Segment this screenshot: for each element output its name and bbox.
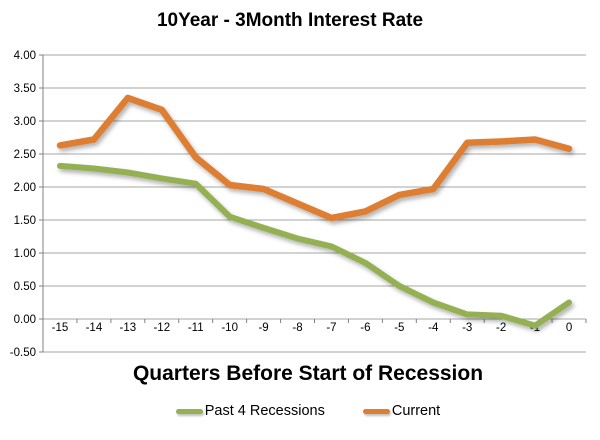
series-line-past-4-recessions: [57, 162, 572, 329]
x-axis-tick-label: -8: [292, 322, 302, 334]
x-axis-tick-label: -12: [153, 322, 170, 334]
y-axis-tick-label: -0.50: [10, 347, 36, 359]
legend: Past 4 Recessions Current: [30, 403, 586, 419]
y-axis-tick-label: 3.50: [14, 83, 36, 95]
x-axis-tick-label: 0: [566, 322, 572, 334]
axes: [39, 54, 587, 353]
legend-swatch-past-4-recessions: [175, 408, 203, 414]
y-axis-tick-label: 1.50: [14, 215, 36, 227]
x-axis-tick-label: -13: [120, 322, 137, 334]
legend-label-current: Current: [391, 403, 441, 419]
x-axis-tick-label: -7: [326, 322, 336, 334]
y-axis-tick-label: 4.00: [14, 50, 36, 62]
x-axis-tick-label: -10: [221, 322, 238, 334]
x-axis-tick-label: -2: [496, 322, 506, 334]
chart-title: 10Year - 3Month Interest Rate: [156, 10, 424, 31]
legend-swatch-current: [362, 408, 390, 414]
x-axis-tick-label: -9: [258, 322, 268, 334]
x-axis-tick-label: -14: [86, 322, 103, 334]
legend-item-past-4-recessions: Past 4 Recessions: [175, 403, 325, 419]
x-axis-tick-label: -5: [394, 322, 404, 334]
y-axis-tick-label: 2.50: [14, 149, 36, 161]
series-line-current: [56, 94, 573, 222]
legend-item-current: Current: [362, 403, 441, 419]
y-axis-tick-label: 2.00: [14, 182, 36, 194]
y-axis-tick-label: 1.00: [14, 248, 36, 260]
x-axis-tick-label: -11: [188, 322, 204, 334]
x-axis-tick-label: -6: [360, 322, 370, 334]
y-axis-tick-label: 0.50: [14, 281, 36, 293]
legend-label-past-4-recessions: Past 4 Recessions: [204, 403, 325, 419]
x-axis-tick-label: -15: [52, 322, 69, 334]
axis-labels: 4.00 3.50 3.00 2.50 2.00 1.50 1.00 0.50 0.00 -0.5…: [10, 50, 572, 359]
series-lines: [56, 94, 573, 329]
y-axis-tick-label: 0.00: [14, 314, 36, 326]
x-axis-title: Quarters Before Start of Recession: [132, 362, 484, 385]
x-axis-tick-label: -3: [462, 322, 472, 334]
y-axis-tick-label: 3.00: [14, 116, 36, 128]
x-axis-tick-label: -4: [428, 322, 439, 334]
